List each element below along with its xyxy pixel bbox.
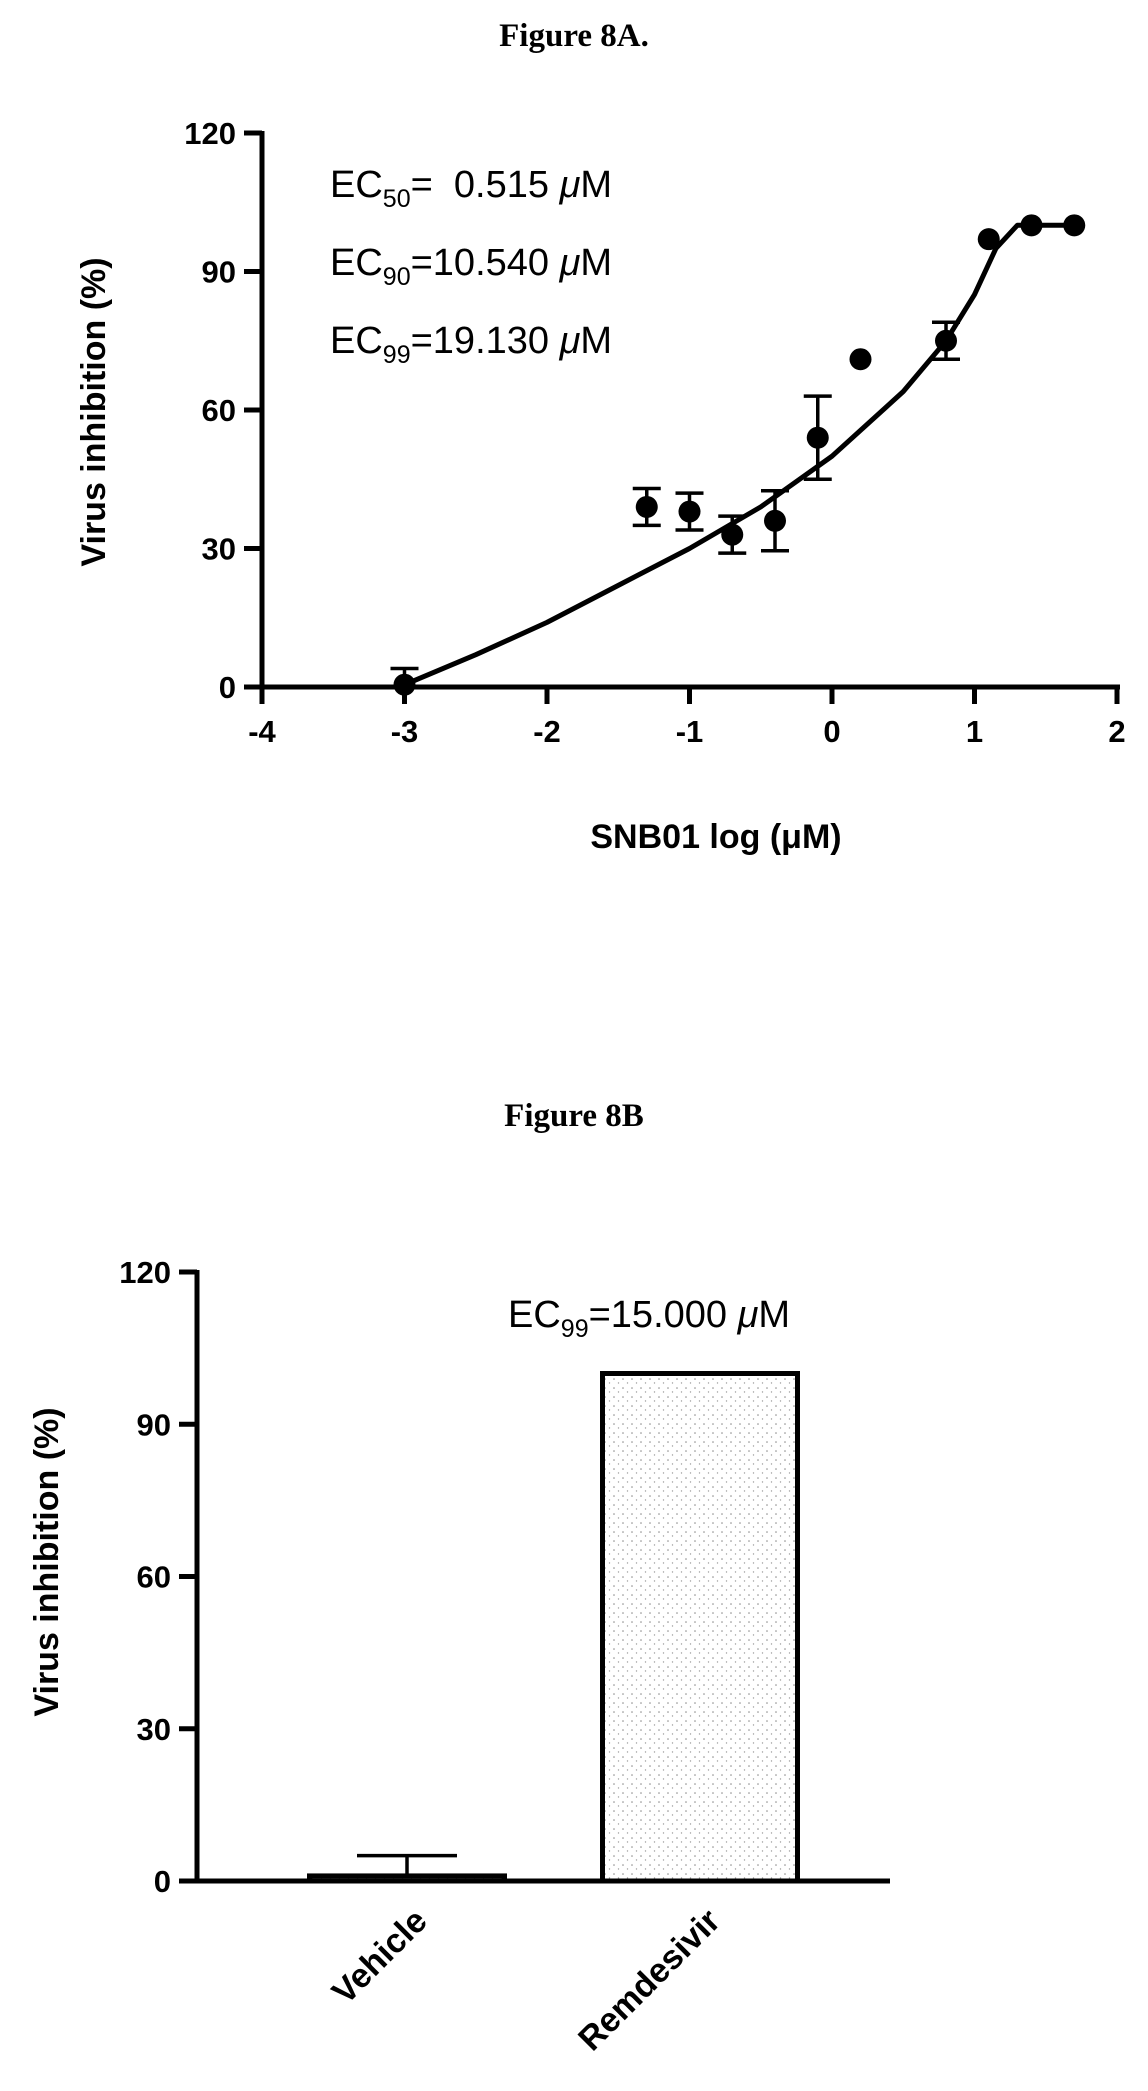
chart-a-data-point (635, 495, 658, 518)
chart-a-y-tick-label: 0 (219, 670, 236, 705)
chart-a-data-point (721, 523, 744, 546)
bar-chart: Vehicle Remdesivir 0 30 60 90 120 Virus inhib… (28, 1255, 890, 2059)
chart-a-fit-curve-group (403, 222, 1075, 688)
figure-a-title: Figure 8A. (499, 18, 649, 54)
chart-b-y-axis-label: Virus inhibition (%) (28, 1407, 66, 1716)
chart-a-y-axis-label: Virus inhibition (%) (75, 257, 113, 566)
chart-a-x-axis-label: SNB01 log (μM) (590, 818, 841, 856)
chart-a-y-tick-label: 60 (202, 393, 236, 428)
chart-a-data-point (1020, 214, 1043, 237)
chart-a-x-tick-label: 0 (823, 714, 840, 749)
chart-b-y-tick-label: 0 (154, 1864, 171, 1899)
chart-a-x-tick-label: 2 (1108, 714, 1125, 749)
chart-a-x-tick-label: -2 (533, 714, 561, 749)
figure-b-title: Figure 8B (504, 1098, 644, 1134)
chart-b-y-tick-label: 120 (119, 1255, 171, 1290)
chart-a-y-tick-label: 30 (202, 532, 236, 567)
chart-a-data-point (849, 348, 872, 371)
chart-b-bars-group: Vehicle Remdesivir (307, 1371, 800, 2059)
dose-response-chart: 0 30 60 90 120 -4 -3 -2 -1 0 1 2 SNB01 log (μM) Vir… (75, 116, 1126, 856)
chart-a-y-tick-label: 120 (184, 116, 236, 151)
chart-a-fit-curve (403, 222, 1075, 688)
chart-a-axes: 0 30 60 90 120 -4 -3 -2 -1 0 1 2 (184, 116, 1125, 749)
chart-b-category-label: Remdesivir (571, 1902, 728, 2059)
chart-a-data-point (764, 509, 786, 532)
chart-a-data-point (806, 426, 829, 449)
chart-b-axes: 0 30 60 90 120 (119, 1255, 890, 1899)
chart-b-bar (600, 1371, 800, 1884)
chart-b-y-tick-label: 30 (137, 1712, 171, 1747)
ec99-annotation: EC99=19.130 μM (330, 320, 612, 369)
chart-a-data-point (393, 673, 416, 696)
chart-a-x-tick-label: -4 (248, 714, 276, 749)
chart-a-y-tick-label: 90 (202, 255, 236, 290)
chart-a-data-point (1063, 214, 1086, 237)
chart-a-points-group (390, 214, 1086, 696)
chart-b-category-label: Vehicle (325, 1902, 435, 2012)
chart-a-data-point (977, 228, 1000, 251)
chart-a-x-tick-label: -3 (391, 714, 419, 749)
chart-a-x-tick-label: 1 (966, 714, 983, 749)
ec99-bar-annotation: EC99=15.000 μM (508, 1294, 790, 1343)
ec50-annotation: EC50= 0.515 μM (330, 164, 612, 213)
chart-a-x-tick-label: -1 (676, 714, 704, 749)
chart-b-y-tick-label: 60 (137, 1560, 171, 1595)
chart-a-data-point (678, 500, 701, 523)
ec90-annotation: EC90=10.540 μM (330, 242, 612, 291)
ec-annotations: EC50= 0.515 μM EC90=10.540 μM EC99=19.13… (330, 164, 612, 369)
chart-b-y-tick-label: 90 (137, 1407, 171, 1442)
chart-a-data-point (935, 329, 957, 352)
